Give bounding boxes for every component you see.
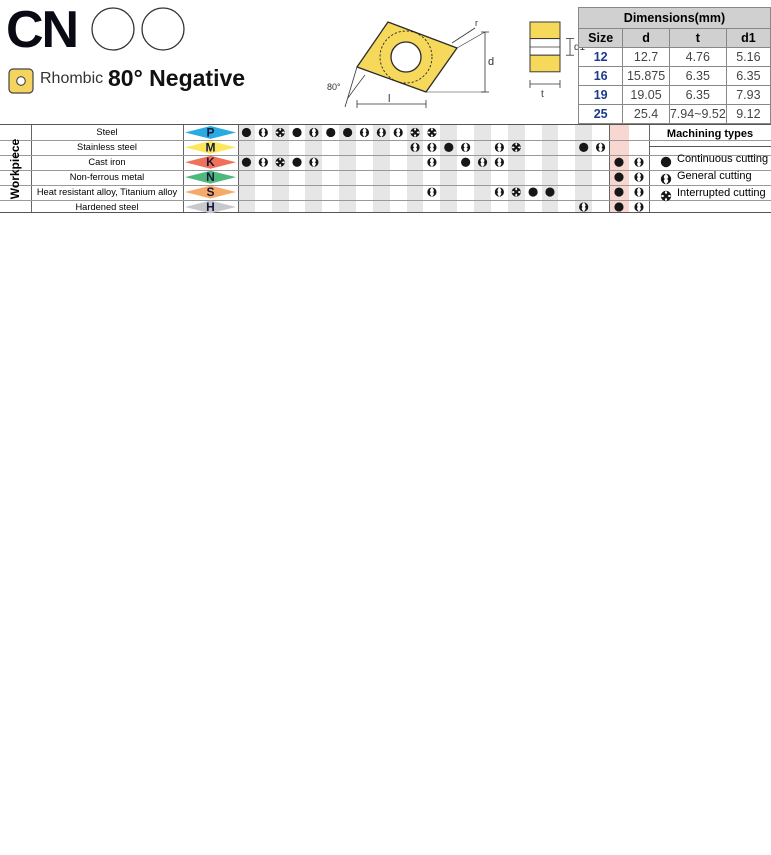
svg-text:d: d [488,56,494,68]
svg-text:l: l [388,93,390,105]
svg-text:H: H [206,200,215,214]
svg-text:r: r [475,18,478,28]
svg-text:t: t [541,89,544,100]
svg-text:80°: 80° [327,82,341,92]
